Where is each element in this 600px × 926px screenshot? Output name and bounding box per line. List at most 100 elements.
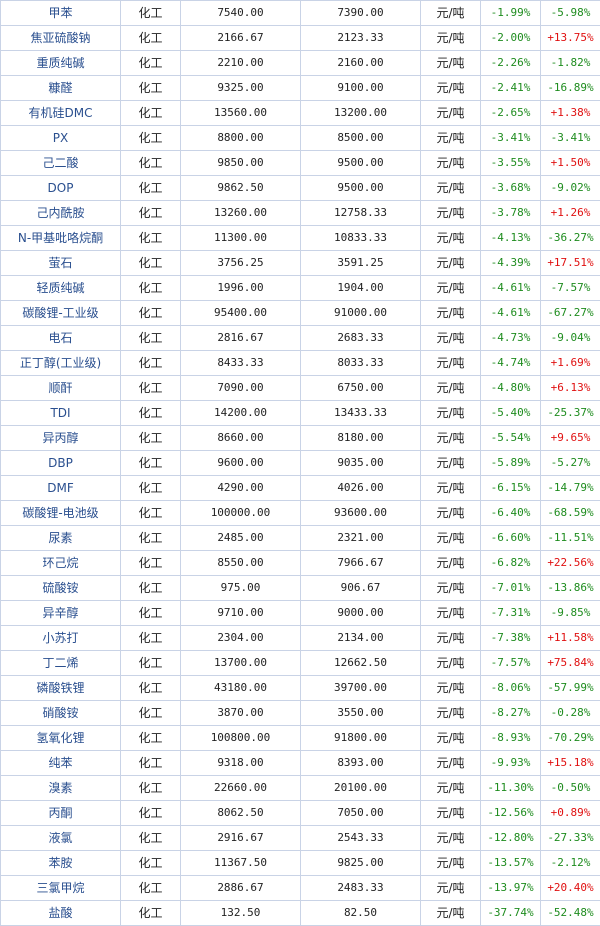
- category-cell: 化工: [120, 275, 181, 301]
- change-yoy: -5.27%: [540, 450, 600, 476]
- price-end: 8500.00: [300, 125, 421, 151]
- price-end: 12758.33: [300, 200, 421, 226]
- unit-cell: 元/吨: [420, 550, 481, 576]
- category-cell: 化工: [120, 625, 181, 651]
- category-cell: 化工: [120, 650, 181, 676]
- category-cell: 化工: [120, 450, 181, 476]
- change-yoy: -68.59%: [540, 500, 600, 526]
- unit-cell: 元/吨: [420, 625, 481, 651]
- category-cell: 化工: [120, 150, 181, 176]
- change-period: -4.61%: [480, 275, 541, 301]
- change-yoy: +20.40%: [540, 875, 600, 901]
- product-name: 轻质纯碱: [0, 275, 121, 301]
- price-end: 7966.67: [300, 550, 421, 576]
- product-name: 溴素: [0, 775, 121, 801]
- category-cell: 化工: [120, 900, 181, 926]
- category-cell: 化工: [120, 375, 181, 401]
- product-name: 纯苯: [0, 750, 121, 776]
- category-cell: 化工: [120, 425, 181, 451]
- unit-cell: 元/吨: [420, 350, 481, 376]
- change-yoy: -0.28%: [540, 700, 600, 726]
- price-start: 2816.67: [180, 325, 301, 351]
- change-period: -12.56%: [480, 800, 541, 826]
- category-cell: 化工: [120, 200, 181, 226]
- price-start: 3870.00: [180, 700, 301, 726]
- product-name: 有机硅DMC: [0, 100, 121, 126]
- category-cell: 化工: [120, 125, 181, 151]
- unit-cell: 元/吨: [420, 600, 481, 626]
- category-cell: 化工: [120, 300, 181, 326]
- category-cell: 化工: [120, 550, 181, 576]
- change-period: -4.39%: [480, 250, 541, 276]
- unit-cell: 元/吨: [420, 725, 481, 751]
- price-end: 2160.00: [300, 50, 421, 76]
- change-yoy: +0.89%: [540, 800, 600, 826]
- change-period: -3.41%: [480, 125, 541, 151]
- price-start: 14200.00: [180, 400, 301, 426]
- category-cell: 化工: [120, 50, 181, 76]
- change-period: -4.61%: [480, 300, 541, 326]
- price-end: 2683.33: [300, 325, 421, 351]
- category-cell: 化工: [120, 100, 181, 126]
- unit-cell: 元/吨: [420, 575, 481, 601]
- product-name: 碳酸锂-电池级: [0, 500, 121, 526]
- change-period: -11.30%: [480, 775, 541, 801]
- price-end: 9100.00: [300, 75, 421, 101]
- table-row: 丁二烯 化工 13700.00 12662.50 元/吨 -7.57% +75.84%: [0, 650, 600, 676]
- price-start: 3756.25: [180, 250, 301, 276]
- price-end: 9825.00: [300, 850, 421, 876]
- price-start: 2485.00: [180, 525, 301, 551]
- price-start: 2166.67: [180, 25, 301, 51]
- price-start: 13560.00: [180, 100, 301, 126]
- table-row: 重质纯碱 化工 2210.00 2160.00 元/吨 -2.26% -1.82%: [0, 50, 600, 76]
- price-start: 9862.50: [180, 175, 301, 201]
- change-yoy: -16.89%: [540, 75, 600, 101]
- category-cell: 化工: [120, 775, 181, 801]
- price-start: 1996.00: [180, 275, 301, 301]
- price-start: 8660.00: [180, 425, 301, 451]
- product-name: 碳酸锂-工业级: [0, 300, 121, 326]
- price-end: 9035.00: [300, 450, 421, 476]
- unit-cell: 元/吨: [420, 100, 481, 126]
- price-end: 91800.00: [300, 725, 421, 751]
- product-name: 丙酮: [0, 800, 121, 826]
- change-yoy: -5.98%: [540, 0, 600, 26]
- category-cell: 化工: [120, 575, 181, 601]
- product-name: 氢氧化锂: [0, 725, 121, 751]
- table-row: 己内酰胺 化工 13260.00 12758.33 元/吨 -3.78% +1.26%: [0, 200, 600, 226]
- price-start: 8433.33: [180, 350, 301, 376]
- price-end: 4026.00: [300, 475, 421, 501]
- category-cell: 化工: [120, 475, 181, 501]
- change-period: -2.00%: [480, 25, 541, 51]
- table-row: 正丁醇(工业级) 化工 8433.33 8033.33 元/吨 -4.74% +1.69%: [0, 350, 600, 376]
- table-row: 溴素 化工 22660.00 20100.00 元/吨 -11.30% -0.50%: [0, 775, 600, 801]
- table-row: 糠醛 化工 9325.00 9100.00 元/吨 -2.41% -16.89%: [0, 75, 600, 101]
- product-name: 硫酸铵: [0, 575, 121, 601]
- product-name: 电石: [0, 325, 121, 351]
- price-end: 7390.00: [300, 0, 421, 26]
- change-yoy: +1.50%: [540, 150, 600, 176]
- category-cell: 化工: [120, 250, 181, 276]
- table-row: 尿素 化工 2485.00 2321.00 元/吨 -6.60% -11.51%: [0, 525, 600, 551]
- category-cell: 化工: [120, 525, 181, 551]
- unit-cell: 元/吨: [420, 900, 481, 926]
- change-period: -4.13%: [480, 225, 541, 251]
- change-period: -8.27%: [480, 700, 541, 726]
- price-end: 1904.00: [300, 275, 421, 301]
- product-name: 硝酸铵: [0, 700, 121, 726]
- table-row: 小苏打 化工 2304.00 2134.00 元/吨 -7.38% +11.58%: [0, 625, 600, 651]
- table-row: 萤石 化工 3756.25 3591.25 元/吨 -4.39% +17.51%: [0, 250, 600, 276]
- product-name: 甲苯: [0, 0, 121, 26]
- change-yoy: -1.82%: [540, 50, 600, 76]
- change-yoy: +17.51%: [540, 250, 600, 276]
- change-yoy: +6.13%: [540, 375, 600, 401]
- change-period: -4.80%: [480, 375, 541, 401]
- unit-cell: 元/吨: [420, 425, 481, 451]
- category-cell: 化工: [120, 175, 181, 201]
- change-period: -12.80%: [480, 825, 541, 851]
- category-cell: 化工: [120, 500, 181, 526]
- change-yoy: -27.33%: [540, 825, 600, 851]
- product-name: TDI: [0, 400, 121, 426]
